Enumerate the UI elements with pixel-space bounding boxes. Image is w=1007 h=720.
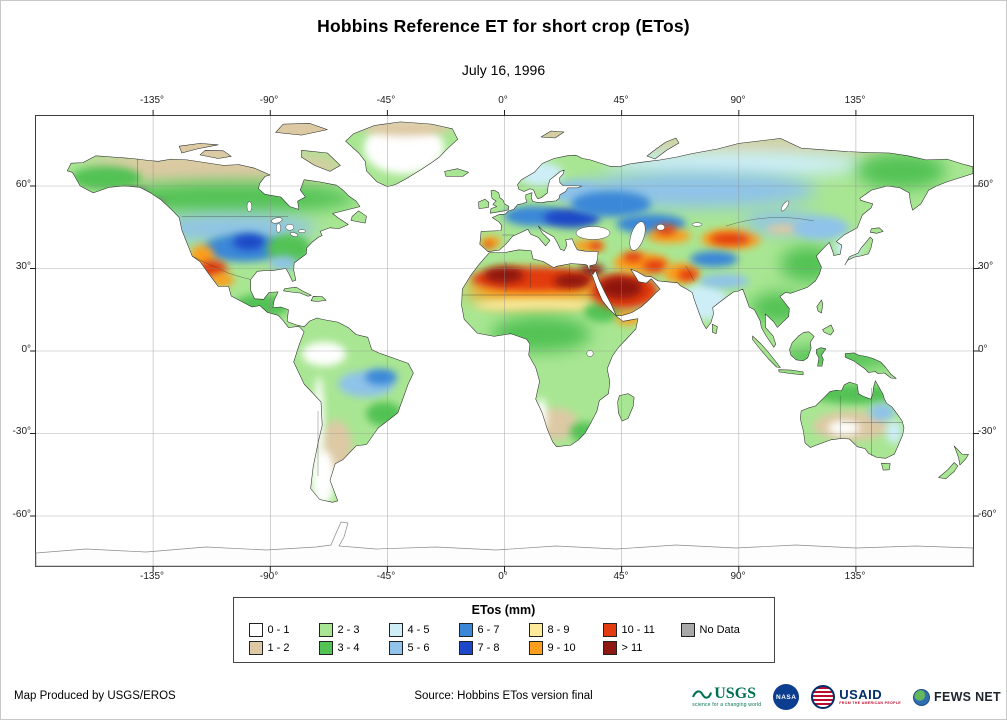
lon-label-top: 0° xyxy=(498,95,508,106)
lat-label-left: -60° xyxy=(12,509,31,520)
legend-swatch xyxy=(528,623,543,637)
lon-label-bottom: -90° xyxy=(259,571,279,582)
lakes xyxy=(246,200,790,357)
globe-icon xyxy=(913,688,931,706)
lon-label-top: 90° xyxy=(730,95,746,106)
legend-swatch xyxy=(458,641,473,655)
legend-label: 2 - 3 xyxy=(337,624,360,636)
logo-bar: USGS science for a changing world NASA U… xyxy=(692,679,1001,715)
fewsnet-logo: FEWS NET xyxy=(913,688,1001,706)
fewsnet-wordmark: FEWS NET xyxy=(934,690,1001,704)
legend-label: No Data xyxy=(699,624,740,636)
legend-item: 1 - 2 xyxy=(248,641,315,655)
legend-item: 10 - 11 xyxy=(602,623,677,637)
page-title: Hobbins Reference ET for short crop (ETo… xyxy=(317,16,690,36)
legend-item: > 11 xyxy=(602,641,677,655)
legend-label: > 11 xyxy=(621,642,643,654)
legend-item: 4 - 5 xyxy=(388,623,455,637)
country-borders xyxy=(137,158,902,476)
legend-item: 8 - 9 xyxy=(528,623,599,637)
legend-swatch xyxy=(248,641,263,655)
legend-label: 8 - 9 xyxy=(547,624,570,636)
legend-swatch xyxy=(318,623,333,637)
legend-label: 9 - 10 xyxy=(547,642,576,654)
lat-label-left: 60° xyxy=(15,179,31,190)
legend-swatch xyxy=(388,641,403,655)
lat-label-left: 0° xyxy=(21,344,31,355)
map-frame xyxy=(30,110,979,572)
lon-label-top: -45° xyxy=(376,95,396,106)
lon-label-bottom: -45° xyxy=(376,571,396,582)
usgs-logo: USGS science for a changing world xyxy=(692,686,761,708)
usgs-tagline: science for a changing world xyxy=(692,702,762,708)
usaid-wordmark: USAID xyxy=(839,687,883,703)
legend: ETos (mm) 0 - 1 2 - 3 4 - 5 6 - 7 8 - 9 … xyxy=(232,597,775,663)
legend-label: 10 - 11 xyxy=(621,624,655,636)
legend-item: 9 - 10 xyxy=(528,641,599,655)
legend-label: 5 - 6 xyxy=(407,642,430,654)
page-subtitle: July 16, 1996 xyxy=(461,62,546,78)
usgs-wordmark: USGS xyxy=(714,685,757,702)
legend-swatch xyxy=(388,623,403,637)
legend-label: 3 - 4 xyxy=(337,642,360,654)
legend-item: 6 - 7 xyxy=(458,623,525,637)
graticule xyxy=(36,116,973,566)
legend-label: 1 - 2 xyxy=(267,642,290,654)
legend-grid: 0 - 1 2 - 3 4 - 5 6 - 7 8 - 9 10 - 11 No… xyxy=(244,623,764,655)
lon-label-bottom: 135° xyxy=(844,571,866,582)
lat-label-right: -60° xyxy=(978,509,997,520)
legend-label: 0 - 1 xyxy=(267,624,290,636)
produced-by-text: Map Produced by USGS/EROS xyxy=(14,690,176,702)
legend-swatch xyxy=(458,623,473,637)
legend-swatch xyxy=(248,623,263,637)
lon-label-top: -90° xyxy=(259,95,279,106)
lon-label-bottom: -135° xyxy=(139,571,165,582)
lat-label-right: 0° xyxy=(978,344,988,355)
legend-title: ETos (mm) xyxy=(471,603,536,617)
lon-label-bottom: 90° xyxy=(730,571,746,582)
legend-label: 7 - 8 xyxy=(477,642,500,654)
legend-label: 4 - 5 xyxy=(407,624,430,636)
lon-label-top: 135° xyxy=(844,95,866,106)
legend-swatch xyxy=(528,641,543,655)
legend-item: 0 - 1 xyxy=(248,623,315,637)
legend-swatch xyxy=(318,641,333,655)
legend-item: 3 - 4 xyxy=(318,641,385,655)
world-map xyxy=(30,110,979,572)
legend-swatch xyxy=(602,623,617,637)
legend-item: 7 - 8 xyxy=(458,641,525,655)
lon-label-top: 45° xyxy=(613,95,629,106)
source-text: Source: Hobbins ETos version final xyxy=(414,690,593,702)
lat-label-right: -30° xyxy=(978,426,997,437)
lat-label-left: -30° xyxy=(12,426,31,437)
legend-swatch xyxy=(680,623,695,637)
usaid-logo: USAID FROM THE AMERICAN PEOPLE xyxy=(811,685,901,709)
lat-label-right: 60° xyxy=(978,179,994,190)
lat-label-right: 30° xyxy=(978,261,994,272)
nasa-wordmark: NASA xyxy=(776,693,797,701)
axis-ticks xyxy=(30,110,979,572)
usaid-emblem-icon xyxy=(811,685,836,709)
lon-label-top: -135° xyxy=(139,95,165,106)
lat-label-left: 30° xyxy=(15,261,31,272)
nasa-logo: NASA xyxy=(773,684,800,710)
legend-item: 2 - 3 xyxy=(318,623,385,637)
legend-swatch xyxy=(602,641,617,655)
usgs-wave-icon xyxy=(692,689,713,699)
legend-item: No Data xyxy=(680,623,759,637)
legend-label: 6 - 7 xyxy=(477,624,500,636)
usaid-tagline: FROM THE AMERICAN PEOPLE xyxy=(839,701,902,706)
lon-label-bottom: 0° xyxy=(498,571,508,582)
lon-label-bottom: 45° xyxy=(613,571,629,582)
legend-item: 5 - 6 xyxy=(388,641,455,655)
